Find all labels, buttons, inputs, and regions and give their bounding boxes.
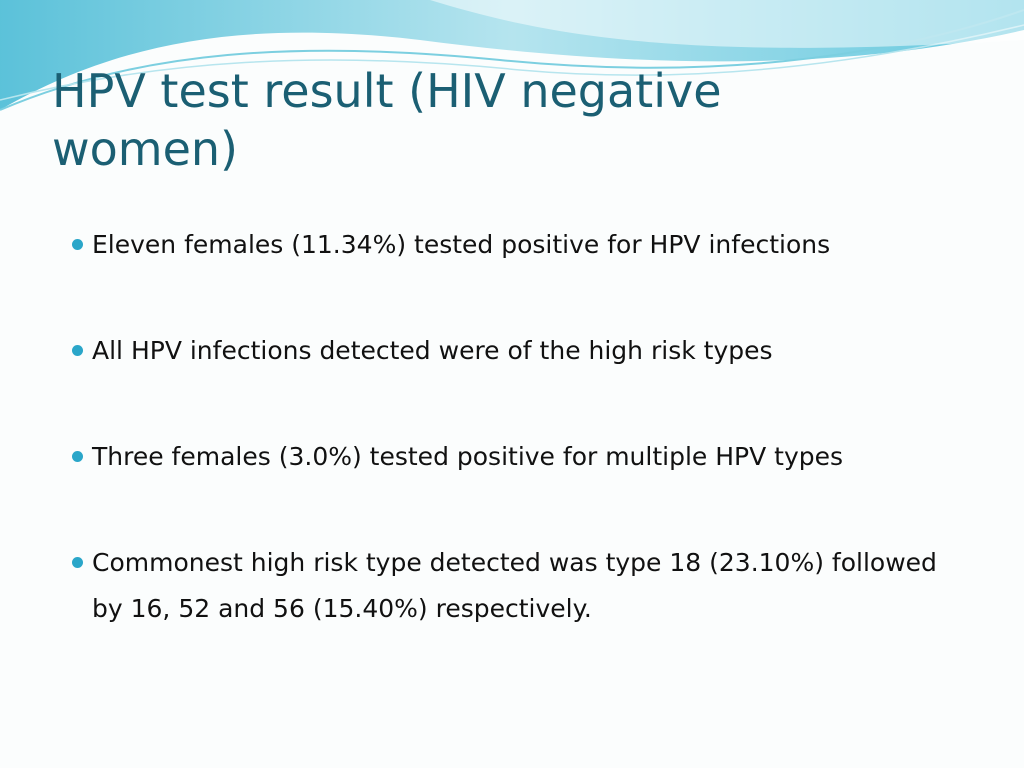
header-wave: [0, 0, 1024, 111]
bullet-list: Eleven females (11.34%) tested positive …: [70, 222, 970, 692]
slide-title: HPV test result (HIV negative women): [52, 64, 722, 176]
bullet: All HPV infections detected were of the …: [70, 328, 970, 374]
bullet: Three females (3.0%) tested positive for…: [70, 434, 970, 480]
bullet: Commonest high risk type detected was ty…: [70, 540, 970, 632]
bullet: Eleven females (11.34%) tested positive …: [70, 222, 970, 268]
